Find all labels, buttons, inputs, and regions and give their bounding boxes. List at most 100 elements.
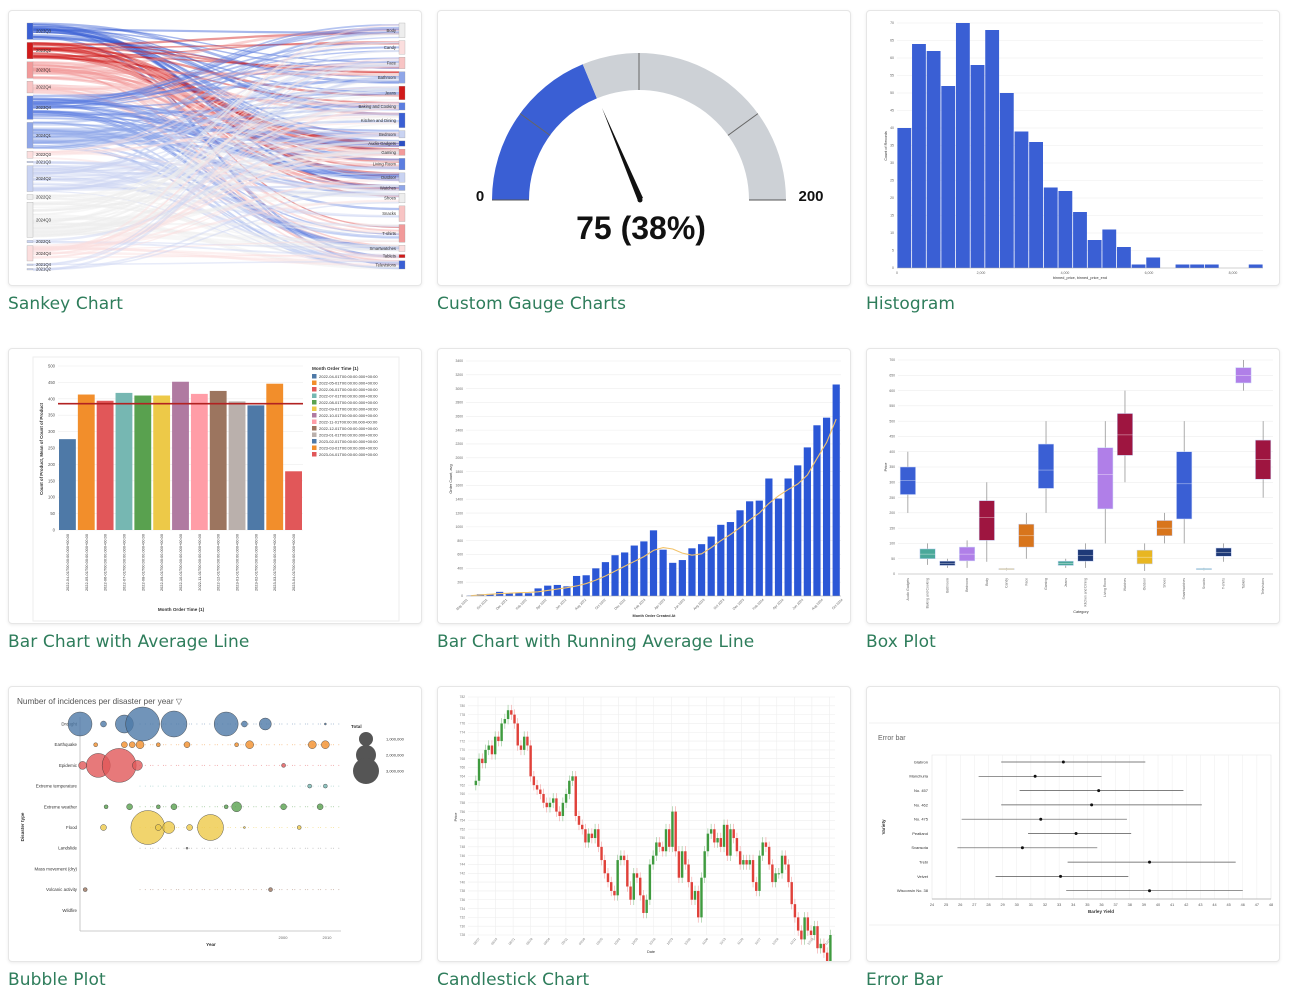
bar[interactable] [697,544,706,596]
candle[interactable] [500,723,503,742]
tile-sankey[interactable]: 2023Q3 2023Q2 2023Q1 2022Q4 2023Q4 2024Q1 2022… [8,10,422,314]
sankey-node-left[interactable] [26,268,34,271]
candle[interactable] [664,829,668,852]
bubble[interactable] [297,825,302,830]
box[interactable] [1215,547,1232,557]
mean-point[interactable] [1090,803,1094,807]
bar-running-title-link[interactable]: Bar Chart with Running Average Line [437,632,755,652]
histogram-bar[interactable] [1190,264,1205,269]
box[interactable] [1077,549,1094,562]
box[interactable] [919,548,936,559]
candle[interactable] [639,877,642,896]
bar[interactable] [774,498,783,596]
histogram-bar[interactable] [1087,240,1102,268]
bubble[interactable] [245,740,254,749]
bubble[interactable] [185,846,189,850]
bar[interactable] [515,592,523,596]
bubble[interactable] [324,722,327,726]
candle[interactable] [787,864,790,883]
tile-histogram[interactable]: 0 5 10 15 20 25 30 35 40 45 50 55 60 65 70 0 2,000 4,000 6… [866,10,1280,314]
candle[interactable] [587,833,590,843]
bubble[interactable] [170,803,178,811]
histogram-bar[interactable] [1043,187,1058,269]
bubble[interactable] [197,814,224,841]
candle[interactable] [532,776,536,786]
candle[interactable] [606,873,610,883]
histogram-bar[interactable] [1058,191,1073,268]
sankey-node-left[interactable] [26,122,34,149]
histogram-bar[interactable] [912,44,926,268]
candle[interactable] [697,890,700,918]
sankey-node-right[interactable] [398,40,406,55]
tile-errorbar[interactable]: Error bar 24 25 26 27 28 29 30 31 32 33 34 35 36 37 38 3… [866,686,1280,990]
bar[interactable] [649,530,658,596]
boxplot-card[interactable]: 0 50 100 150 200 250 300 350 400 450 500 550 600 650 7… [866,348,1280,624]
bar[interactable] [755,500,763,596]
tile-bar-average[interactable]: 0 50 100 150 200 250 300 350 400 450 500 2022-04-01… [8,348,422,652]
sankey-node-right[interactable] [398,172,406,183]
candle[interactable] [732,829,735,839]
candle[interactable] [742,860,745,865]
bar[interactable] [77,394,95,530]
bar-average-title-link[interactable]: Bar Chart with Average Line [8,632,250,652]
candle[interactable] [793,904,797,918]
sankey-node-right[interactable] [398,57,406,69]
sankey-node-right[interactable] [398,193,406,204]
bubble[interactable] [83,887,88,892]
candle[interactable] [648,864,652,900]
bubble[interactable] [100,824,107,831]
histogram-bar[interactable] [970,65,985,268]
boxplot-title-link[interactable]: Box Plot [866,632,936,652]
mean-point[interactable] [1074,832,1078,835]
candle[interactable] [771,864,774,883]
mean-point[interactable] [1061,760,1065,764]
candle[interactable] [738,851,742,865]
tile-bar-running[interactable]: 0 200 400 600 800 1000 1200 1400 1600 1800 2000 220… [437,348,851,652]
bubble[interactable] [132,760,143,771]
candle[interactable] [577,816,581,825]
candle[interactable] [590,833,594,839]
sankey-node-right[interactable] [398,140,406,147]
candle[interactable] [671,811,674,847]
mean-point[interactable] [1039,817,1043,821]
candle[interactable] [603,860,606,874]
bar[interactable] [707,536,715,596]
candle[interactable] [584,829,587,843]
histogram-bar[interactable] [999,93,1014,268]
bar[interactable] [746,501,754,596]
bubble[interactable] [323,783,328,789]
bubble[interactable] [259,717,272,731]
bar[interactable] [669,562,677,596]
candle[interactable] [755,882,758,891]
bar[interactable] [678,560,686,596]
mean-point[interactable] [1033,774,1037,778]
bar[interactable] [726,522,735,596]
bar[interactable] [505,593,513,596]
sankey-node-right[interactable] [398,245,406,252]
bubble[interactable] [160,710,188,738]
sankey-node-left[interactable] [26,165,34,192]
sankey-node-right[interactable] [398,112,406,128]
bubble[interactable] [280,803,287,811]
candle[interactable] [703,851,706,878]
candle[interactable] [735,838,739,852]
candle[interactable] [622,855,626,861]
sankey-node-left[interactable] [26,194,34,200]
bubble[interactable] [126,803,133,811]
candle[interactable] [564,793,568,803]
bar[interactable] [832,384,840,597]
candle[interactable] [806,917,810,931]
sankey-node-right[interactable] [398,130,406,139]
candle[interactable] [626,860,629,887]
bar[interactable] [803,447,811,596]
histogram-bar[interactable] [1131,264,1146,269]
candle[interactable] [555,798,558,812]
bar[interactable] [486,593,494,596]
bubble[interactable] [308,740,317,749]
sankey-node-left[interactable] [26,202,34,238]
bubble[interactable] [162,821,175,834]
candle[interactable] [493,736,497,755]
bubble[interactable] [243,826,246,829]
errorbar-card[interactable]: Error bar 24 25 26 27 28 29 30 31 32 33 34 35 36 37 38 3… [866,686,1280,962]
bubble[interactable] [241,720,248,728]
